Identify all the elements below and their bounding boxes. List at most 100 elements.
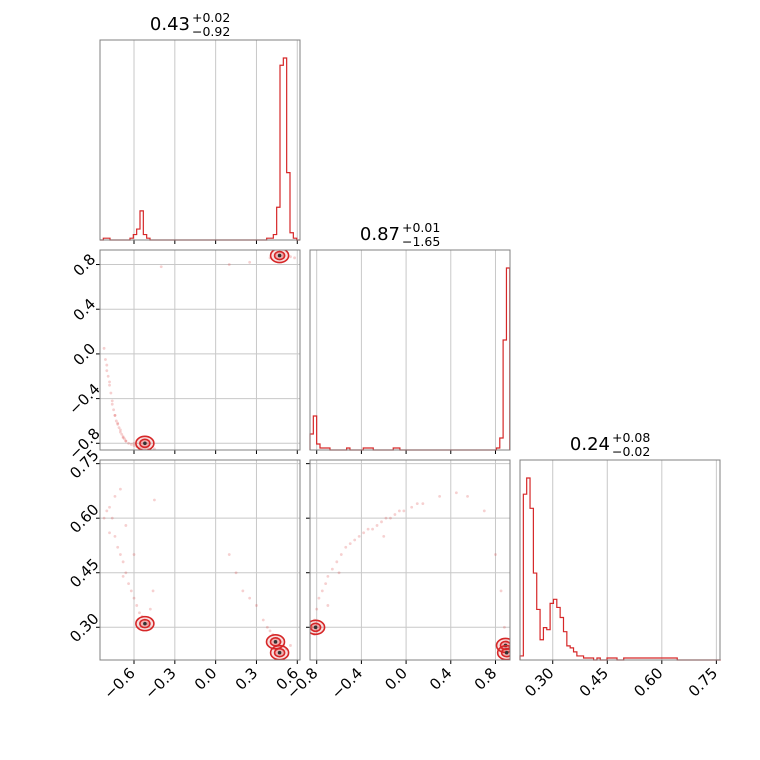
x-tick-label: −0.3 [141,664,179,702]
scatter-point [310,625,314,629]
scatter-point [335,560,339,564]
scatter-point [138,611,141,615]
scatter-point [227,553,231,556]
scatter-point [108,531,111,535]
scatter-point [289,255,292,259]
axes-background [100,460,300,660]
scatter-point [344,545,348,549]
panel-title-minus-error: −1.65 [402,234,440,249]
axes-frame [99,249,301,451]
axes-background [100,250,300,450]
scatter-point [261,618,265,622]
scatter-point [265,625,269,629]
scatter-point [119,487,122,491]
scatter-point [121,436,125,440]
y-tick-label: 0.30 [66,610,102,646]
scatter-point [108,383,111,387]
density-peak [504,650,509,655]
scatter-point [113,494,117,498]
panel-content [102,250,296,450]
scatter-point [132,441,136,445]
scatter-point [124,439,128,443]
scatter-point [503,625,506,629]
scatter-point [324,582,328,586]
scatter-point [241,589,245,593]
scatter-point [113,413,117,417]
scatter-point [466,494,469,498]
scatter-point [482,509,486,513]
scatter-point [375,524,379,527]
axes-background [100,40,300,240]
x-tick-label: 0.8 [471,664,501,694]
scatter-point [326,604,330,607]
y-tick-label: 0.4 [70,295,100,325]
axes-frame [99,459,301,661]
x-tick-label: 0.30 [521,664,557,700]
scatter-point [104,358,107,361]
axes-background [520,460,720,660]
scatter-point [268,629,272,633]
density-peak [313,625,318,630]
histogram-panel: 0.87 +0.01−1.65 [309,220,511,454]
scatter-point [121,574,125,578]
scatter-point [119,428,122,432]
scatter-point [317,596,321,600]
scatter-point [113,534,117,538]
scatter-point [124,524,128,527]
scatter-point [146,622,150,626]
panel-content [310,491,510,660]
y-tick-label: 0.60 [66,500,102,536]
x-tick-label: 0.0 [381,664,411,694]
scatter-point [153,498,156,502]
scatter-point [255,604,258,607]
x-tick-label: 0.0 [191,664,221,694]
scatter-point [371,527,374,531]
scatter-point [380,520,383,524]
scatter-point [110,516,114,520]
panel-title-plus-error: +0.01 [402,220,440,235]
scatter-point [499,589,503,593]
scatter-point [124,571,128,575]
scatter-point [421,502,425,506]
axes-frame [519,459,721,661]
histogram-panel: 0.43 +0.02−0.92 [99,10,301,244]
panel-title-plus-error: +0.02 [192,10,230,25]
panel-title-median: 0.87 [360,224,400,245]
scatter-point [494,553,497,556]
axes-frame [309,249,511,451]
scatter-point [148,607,152,611]
y-tick-label: 0.45 [66,555,102,591]
scatter-point [116,421,120,425]
scatter-point [114,419,118,423]
scatter-point [415,502,419,506]
scatter-point [108,380,111,384]
scatter-point [289,644,292,647]
scatter-point [120,432,124,436]
scatter-point [382,534,386,538]
scatter-point [109,391,113,395]
scatter-point [393,513,397,516]
y-tick-label: 0.0 [70,340,100,370]
scatter-point [362,531,366,535]
scatter-point [410,505,414,509]
scatter-point [153,447,156,450]
scatter-point [293,256,296,260]
scatter-point [110,399,114,403]
panel-title-median: 0.24 [570,434,610,455]
axes-background [310,460,510,660]
scatter-point [108,505,111,509]
x-tick-label: 0.3 [232,664,262,694]
scatter-point [116,422,120,426]
scatter-point [135,604,139,607]
scatter-panel: −0.8−0.40.00.40.8 [65,249,301,463]
scatter-point [132,444,136,447]
scatter-point [339,553,343,556]
density-peak [277,253,282,258]
scatter-point [106,374,110,378]
histogram-panel: 0.30 0.45 0.60 0.75 0.24 +0.08−0.02 [519,430,721,700]
scatter-point [397,509,401,513]
scatter-point [123,437,126,441]
scatter-point [402,509,406,513]
